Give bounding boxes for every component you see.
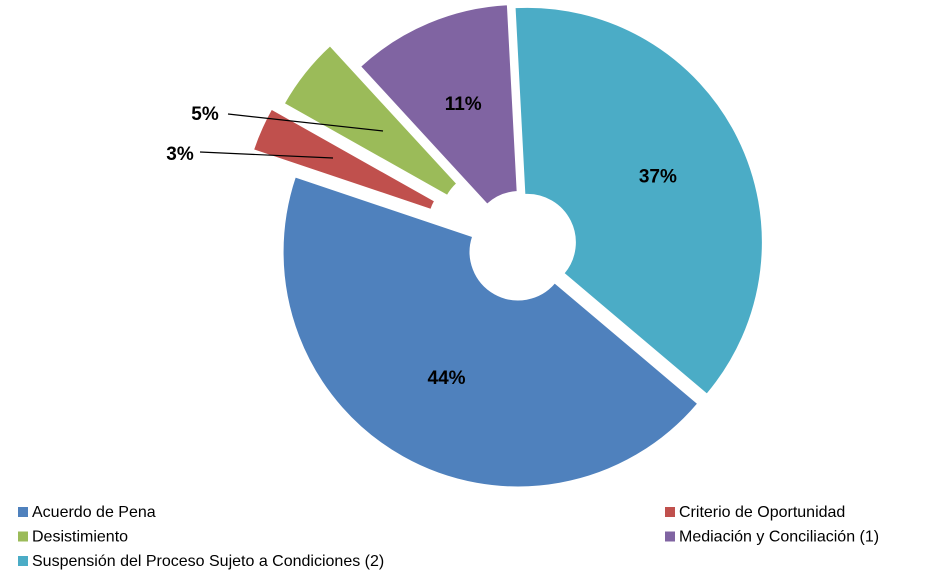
legend-swatch [18, 556, 28, 566]
legend-swatch [665, 507, 675, 517]
legend-label: Mediación y Conciliación (1) [679, 529, 879, 546]
slice [283, 45, 458, 197]
data-label: 37% [639, 167, 677, 188]
slice [252, 108, 436, 210]
legend-label: Acuerdo de Pena [32, 504, 156, 521]
data-label: 11% [445, 94, 482, 115]
legend-label: Desistimiento [32, 529, 128, 546]
leader-line [199, 151, 334, 159]
legend-swatch [665, 531, 675, 542]
legend-swatch [18, 507, 28, 517]
slice [514, 6, 763, 395]
data-label: 44% [428, 368, 466, 389]
data-label: 5% [191, 104, 219, 125]
slice [359, 4, 518, 205]
legend-swatch [18, 531, 28, 542]
legend-label: Criterio de Oportunidad [679, 504, 845, 521]
legend-label: Suspensión del Proceso Sujeto a Condicio… [32, 553, 384, 570]
data-label: 3% [166, 144, 194, 165]
leader-line [227, 113, 384, 132]
slice [282, 176, 699, 488]
